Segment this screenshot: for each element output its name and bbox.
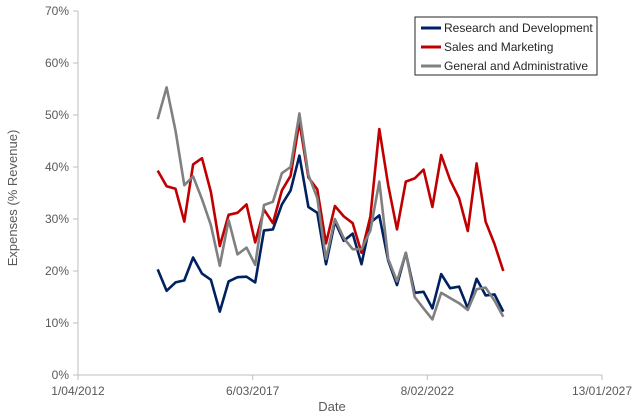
x-axis-title: Date bbox=[318, 399, 345, 414]
legend-box bbox=[414, 16, 598, 76]
axes: 0% 10% 20% 30% 40% 50% 60% 70% 1/04/2012 6/03/201… bbox=[45, 4, 632, 398]
y-tick-label: 60% bbox=[45, 56, 69, 70]
legend-label-ga: General and Administrative bbox=[444, 59, 588, 73]
series-lines bbox=[156, 86, 505, 321]
x-tick-label: 13/01/2027 bbox=[572, 384, 632, 398]
series-line-sm bbox=[156, 120, 505, 272]
y-tick-label: 70% bbox=[45, 4, 69, 18]
y-axis-title: Expenses (% Revenue) bbox=[5, 130, 20, 267]
x-tick-label: 6/03/2017 bbox=[226, 384, 280, 398]
legend: Research and Development Sales and Marke… bbox=[414, 16, 598, 76]
y-tick-label: 30% bbox=[45, 212, 69, 226]
y-tick-label: 40% bbox=[45, 160, 69, 174]
y-tick-label: 20% bbox=[45, 264, 69, 278]
x-tick-label: 1/04/2012 bbox=[51, 384, 105, 398]
y-tick-label: 50% bbox=[45, 108, 69, 122]
legend-label-rd: Research and Development bbox=[444, 21, 593, 35]
x-tick-label: 8/02/2022 bbox=[401, 384, 455, 398]
series-line-ga bbox=[156, 86, 505, 321]
y-tick-label: 0% bbox=[52, 368, 70, 382]
y-tick-label: 10% bbox=[45, 316, 69, 330]
legend-label-sm: Sales and Marketing bbox=[444, 40, 553, 54]
